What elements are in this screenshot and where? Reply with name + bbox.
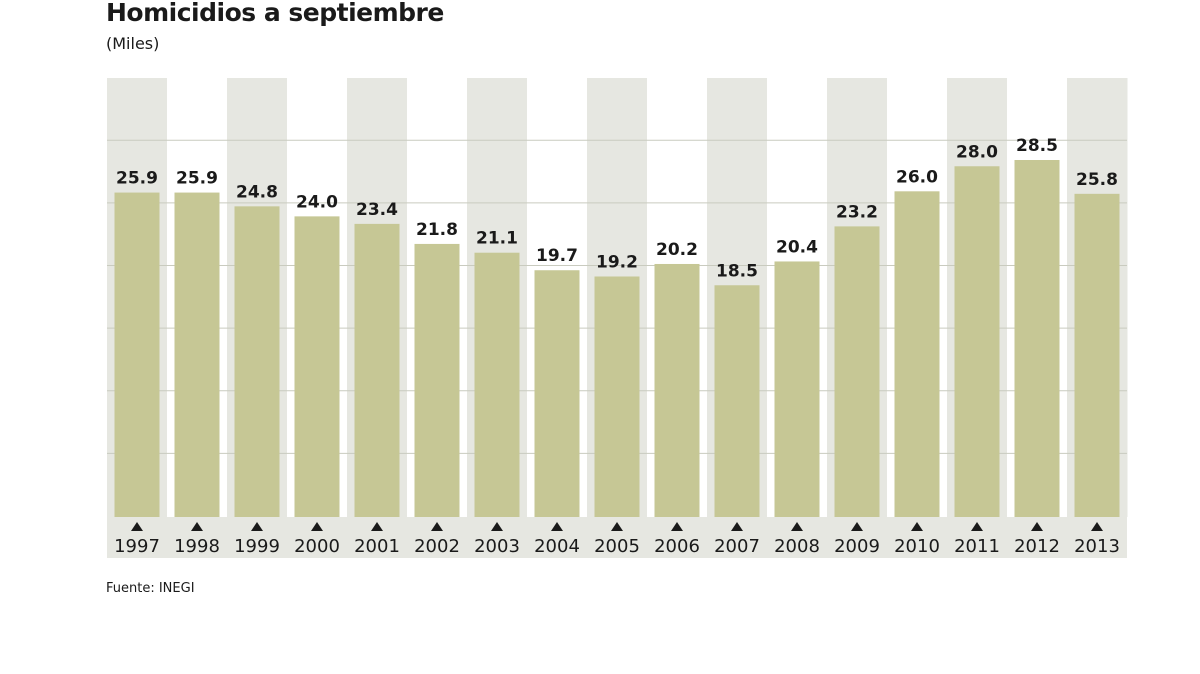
value-label: 23.4 [356, 200, 398, 220]
up-arrow-icon [911, 522, 923, 531]
source-note: Fuente: INEGI [106, 581, 195, 596]
tick-label: 2000 [294, 536, 340, 557]
up-arrow-icon [371, 522, 383, 531]
tick-label: 1997 [114, 536, 160, 557]
value-label: 19.7 [536, 246, 578, 266]
up-arrow-icon [611, 522, 623, 531]
bar-2006 [654, 263, 700, 517]
tick-label: 2005 [594, 536, 640, 557]
up-arrow-icon [731, 522, 743, 531]
up-arrow-icon [491, 522, 503, 531]
chart-title: Homicidios a septiembre [106, 0, 444, 27]
value-labels: 25.9 25.9 24.8 24.0 23.4 21.8 21.1 19.7 19.2 20.2… [116, 136, 1118, 281]
up-arrow-icon [851, 522, 863, 531]
value-label: 20.2 [656, 240, 698, 260]
bar-2005 [594, 276, 640, 517]
value-label: 21.1 [476, 229, 518, 249]
tick-label: 1998 [174, 536, 220, 557]
up-arrow-icon [131, 522, 143, 531]
tick-label: 2008 [774, 536, 820, 557]
bar-1999 [234, 206, 280, 518]
value-label: 24.8 [236, 182, 278, 202]
value-label: 23.2 [836, 202, 878, 222]
value-label: 25.9 [176, 169, 218, 189]
value-label: 18.5 [716, 261, 758, 281]
bar-2011 [954, 166, 1000, 517]
value-label: 20.4 [776, 237, 818, 257]
tick-label: 2011 [954, 536, 1000, 557]
up-arrow-icon [1091, 522, 1103, 531]
bar-2000 [294, 216, 340, 518]
tick-label: 2010 [894, 536, 940, 557]
bar-2003 [474, 252, 520, 517]
up-arrow-icon [431, 522, 443, 531]
up-arrow-icon [551, 522, 563, 531]
value-label: 19.2 [596, 252, 638, 272]
tick-label: 2013 [1074, 536, 1120, 557]
up-arrow-icon [191, 522, 203, 531]
bar-2010 [894, 191, 940, 517]
bar-2008 [774, 261, 820, 517]
tick-label: 2004 [534, 536, 580, 557]
up-arrow-icon [1031, 522, 1043, 531]
tick-label: 2007 [714, 536, 760, 557]
chart-subtitle: (Miles) [106, 34, 160, 53]
tick-label: 2002 [414, 536, 460, 557]
bar-2013 [1074, 193, 1120, 518]
tick-label: 2003 [474, 536, 520, 557]
bar-2012 [1014, 160, 1060, 517]
tick-label: 1999 [234, 536, 280, 557]
bar-1997 [114, 192, 160, 517]
value-label: 28.5 [1016, 136, 1058, 156]
up-arrow-icon [251, 522, 263, 531]
value-label: 25.9 [116, 169, 158, 189]
value-label: 24.0 [296, 192, 338, 212]
tick-label: 2001 [354, 536, 400, 557]
bar-1998 [174, 192, 220, 517]
bar-2007 [714, 285, 760, 517]
tick-label: 2009 [834, 536, 880, 557]
bar-2001 [354, 223, 400, 517]
value-label: 28.0 [956, 142, 998, 162]
bars [114, 160, 1120, 518]
tick-label: 2012 [1014, 536, 1060, 557]
bar-2009 [834, 226, 880, 518]
up-arrow-icon [311, 522, 323, 531]
value-label: 26.0 [896, 167, 938, 187]
tick-label: 2006 [654, 536, 700, 557]
x-axis: 1997 1998 1999 2000 2001 2002 2003 2004 2005 2006… [107, 517, 1127, 558]
bar-2002 [414, 243, 460, 517]
value-label: 21.8 [416, 220, 458, 240]
up-arrow-icon [791, 522, 803, 531]
up-arrow-icon [671, 522, 683, 531]
value-label: 25.8 [1076, 170, 1118, 190]
up-arrow-icon [971, 522, 983, 531]
bar-2004 [534, 270, 580, 517]
